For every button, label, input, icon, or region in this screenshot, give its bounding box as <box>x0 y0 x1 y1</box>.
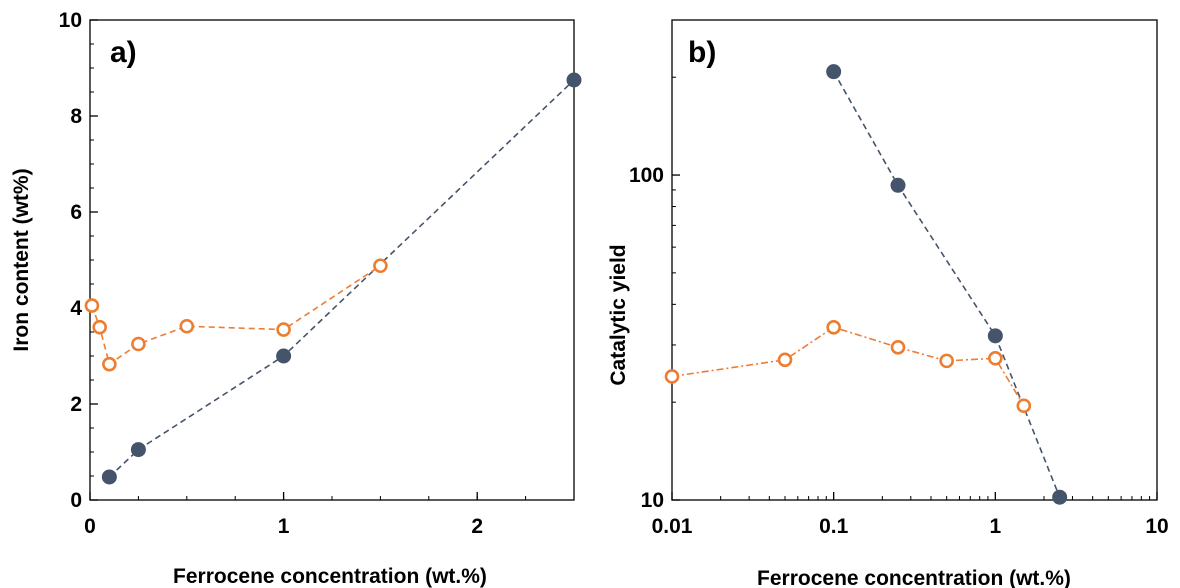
data-point <box>179 318 195 334</box>
y-tick-label: 10 <box>641 489 664 512</box>
data-point <box>777 352 793 368</box>
panel-a: a) 0 1 2 0 2 4 6 8 10 Ferrocene concentration (w… <box>10 9 582 588</box>
x-tick-label: 0 <box>84 515 96 538</box>
series-layer-a <box>84 72 582 485</box>
data-point <box>988 350 1003 366</box>
x-tick-label: 2 <box>471 515 483 538</box>
series-line-1 <box>108 79 575 478</box>
y-tick-label: 2 <box>70 393 82 416</box>
data-point <box>939 353 954 369</box>
data-point <box>664 369 680 384</box>
series-layer-b <box>664 64 1068 505</box>
data-point <box>890 177 906 193</box>
x-tick-label: 1 <box>989 515 1001 538</box>
panel-b: b) 0.01 0.1 1 10 10 100 Ferrocene concentrati… <box>607 19 1169 588</box>
y-tick-label: 100 <box>629 164 664 187</box>
series-line-2 <box>671 326 1025 407</box>
data-point <box>826 64 842 80</box>
data-point <box>890 340 906 355</box>
ticks-b: 0.01 0.1 1 10 10 100 <box>629 19 1169 538</box>
data-point <box>826 319 841 335</box>
ticks-a: 0 1 2 0 2 4 6 8 10 <box>59 9 575 538</box>
data-point <box>276 322 291 337</box>
plot-area-a <box>89 19 575 501</box>
series-line-1 <box>832 71 1061 498</box>
y-tick-label: 4 <box>70 297 82 320</box>
y-tick-label: 8 <box>70 105 82 128</box>
x-tick-label: 0.1 <box>819 515 849 538</box>
plot-area-b <box>671 19 1158 501</box>
data-point <box>276 348 292 364</box>
y-axis-label-b: Catalytic yield <box>607 244 630 385</box>
data-point <box>84 298 100 313</box>
x-tick-label: 1 <box>278 515 290 538</box>
y-axis-label-a: Iron content (wt%) <box>10 168 33 351</box>
panel-label-a: a) <box>110 36 137 69</box>
x-axis-label-a: Ferrocene concentration (wt.%) <box>173 565 487 588</box>
x-axis-label-b: Ferrocene concentration (wt.%) <box>757 567 1071 588</box>
data-point <box>1016 398 1032 414</box>
data-point <box>130 442 146 458</box>
data-point <box>1052 489 1068 505</box>
data-point <box>101 469 117 485</box>
panel-label-b: b) <box>688 36 716 69</box>
data-point <box>566 72 582 88</box>
x-tick-label: 0.01 <box>652 515 693 538</box>
y-tick-label: 10 <box>59 9 82 32</box>
data-point <box>987 328 1003 344</box>
data-point <box>102 356 117 372</box>
data-point <box>373 258 388 274</box>
data-point <box>92 319 107 335</box>
data-point <box>131 336 146 352</box>
y-tick-label: 0 <box>70 489 82 512</box>
x-tick-label: 10 <box>1145 515 1168 538</box>
y-tick-label: 6 <box>70 201 82 224</box>
